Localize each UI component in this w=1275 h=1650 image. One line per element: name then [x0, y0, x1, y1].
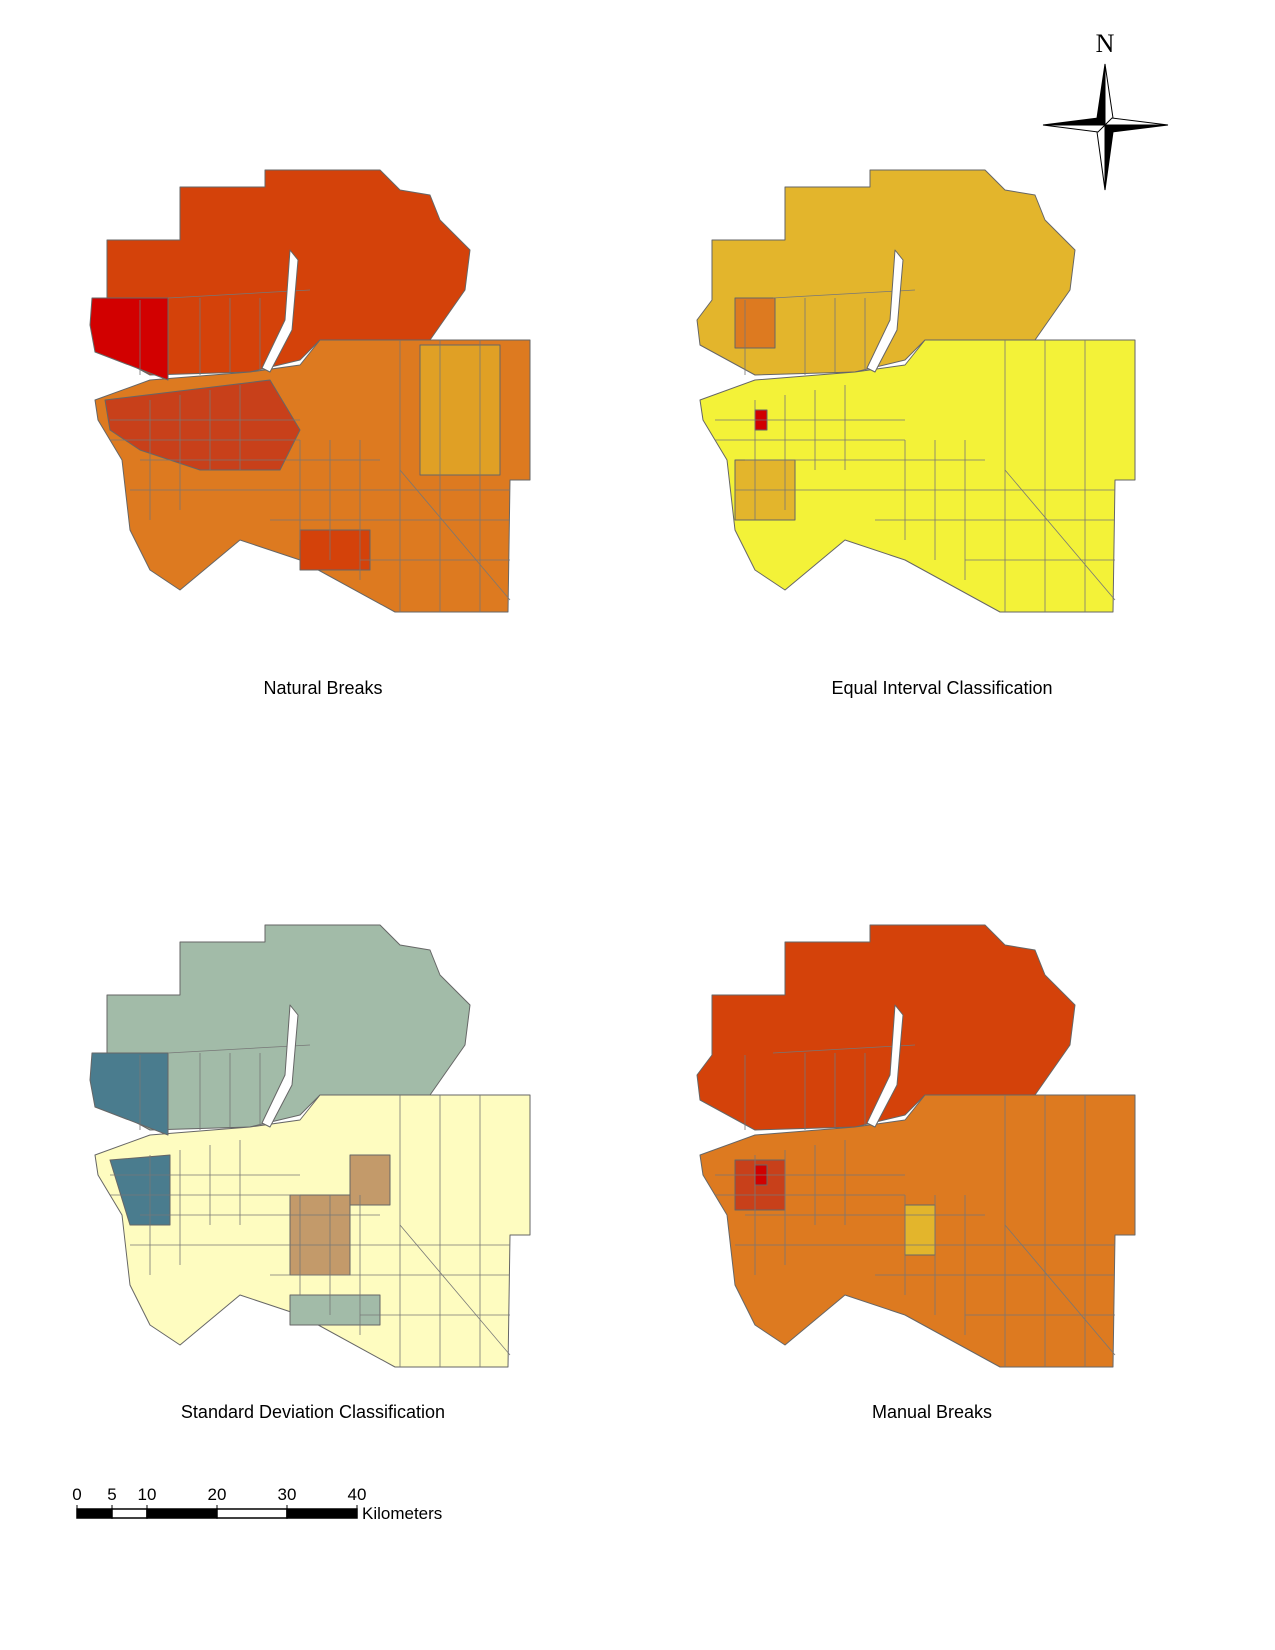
map-title: Equal Interval Classification	[831, 678, 1052, 698]
map-standard-deviation	[89, 924, 531, 1368]
north-label: N	[1096, 29, 1115, 58]
scale-tick-label: 10	[138, 1485, 157, 1504]
map-equal-interval	[696, 169, 1136, 613]
scale-unit: Kilometers	[362, 1504, 442, 1523]
north-arrow: N	[1042, 29, 1169, 191]
scale-tick-label: 20	[208, 1485, 227, 1504]
scale-tick-label: 30	[278, 1485, 297, 1504]
scale-segment	[111, 1508, 148, 1519]
map-manual-breaks	[696, 924, 1136, 1368]
scale-tick-label: 5	[107, 1485, 116, 1504]
scale-segment	[286, 1508, 358, 1519]
map-title: Manual Breaks	[872, 1402, 992, 1422]
scale-segment	[146, 1508, 218, 1519]
scale-tick-label: 0	[72, 1485, 81, 1504]
scale-segment	[216, 1508, 288, 1519]
map-title: Standard Deviation Classification	[181, 1402, 445, 1422]
map-title: Natural Breaks	[263, 678, 382, 698]
scale-tick-label: 40	[348, 1485, 367, 1504]
map-natural-breaks	[89, 169, 531, 613]
scale-segment	[76, 1508, 113, 1519]
